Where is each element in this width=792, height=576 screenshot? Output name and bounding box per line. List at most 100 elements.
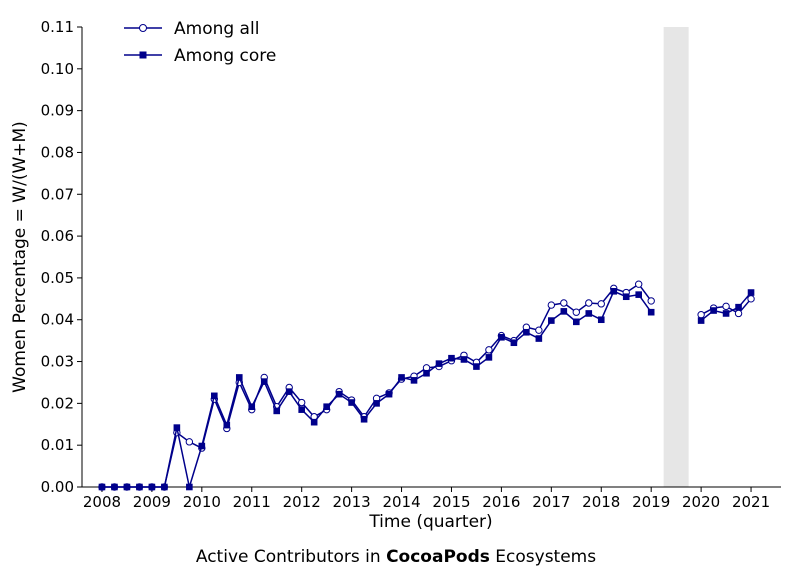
data-point: [647, 308, 655, 316]
data-point: [248, 403, 256, 411]
y-ticks: 0.00 0.01 0.02 0.03 0.04 0.05 0.06 0.07 0.08 0.09…: [41, 18, 82, 496]
data-point: [211, 392, 218, 400]
figure-caption: Active Contributors in CocoaPods Ecosyst…: [0, 547, 792, 567]
x-tick-label: 2008: [83, 493, 121, 511]
data-point: [523, 328, 530, 336]
data-point: [560, 299, 568, 307]
data-point: [373, 400, 380, 407]
data-point: [398, 374, 405, 381]
data-point: [747, 289, 755, 296]
caption-suffix: Ecosystems: [495, 547, 597, 567]
data-point: [297, 398, 306, 407]
data-point: [747, 295, 755, 303]
data-point: [360, 415, 368, 423]
data-point: [710, 307, 717, 314]
data-point: [597, 316, 605, 324]
data-point: [198, 442, 206, 450]
data-point: [510, 339, 518, 347]
data-point: [161, 483, 168, 491]
y-tick-label: 0.10: [41, 60, 74, 78]
data-point: [273, 407, 281, 415]
data-point: [735, 303, 742, 311]
shaded-gap-region: [663, 27, 689, 487]
x-tick-label: 2011: [233, 493, 271, 511]
data-point: [635, 291, 643, 298]
data-point: [148, 483, 156, 491]
y-tick-label: 0.05: [41, 269, 74, 287]
data-point: [136, 483, 143, 491]
data-point: [348, 399, 355, 406]
x-tick-label: 2018: [582, 493, 620, 511]
data-point: [223, 421, 231, 429]
data-point: [622, 293, 630, 301]
series-among-core: [98, 287, 755, 491]
series: [98, 280, 755, 491]
x-tick-label: 2013: [333, 493, 371, 511]
legend-label-among-all: Among all: [174, 19, 259, 39]
x-tick-label: 2016: [482, 493, 520, 511]
data-point: [734, 309, 743, 318]
data-point: [635, 280, 643, 288]
data-point: [597, 300, 605, 308]
data-point: [572, 318, 580, 326]
x-tick-label: 2017: [532, 493, 570, 511]
data-point: [585, 299, 593, 307]
data-point: [298, 406, 305, 413]
legend-marker-among-core: [139, 51, 147, 59]
data-point: [235, 374, 243, 381]
data-point: [423, 369, 430, 377]
axes: [81, 27, 781, 488]
data-point: [535, 335, 543, 342]
y-axis-label: Women Percentage = W/(W+M): [10, 121, 30, 393]
data-point: [448, 354, 455, 362]
x-axis-label: Time (quarter): [368, 512, 492, 532]
data-point: [335, 390, 343, 398]
data-point: [260, 378, 268, 385]
data-point: [485, 354, 493, 361]
y-tick-label: 0.11: [41, 18, 74, 36]
data-point: [697, 317, 705, 324]
data-point: [548, 317, 555, 324]
caption-prefix: Active Contributors in: [195, 547, 381, 567]
x-tick-label: 2021: [732, 493, 770, 511]
x-tick-label: 2010: [183, 493, 221, 511]
y-tick-label: 0.02: [41, 394, 74, 412]
y-tick-label: 0.03: [41, 353, 74, 371]
data-point: [310, 418, 318, 426]
data-point: [547, 301, 556, 309]
data-point: [323, 403, 330, 411]
data-point: [185, 438, 194, 446]
y-tick-label: 0.04: [41, 311, 74, 329]
data-point: [111, 483, 118, 491]
shaded-region: [663, 27, 689, 487]
series-line: [101, 290, 652, 488]
data-point: [697, 311, 705, 319]
data-point: [460, 356, 468, 363]
x-tick-label: 2014: [382, 493, 420, 511]
data-point: [498, 333, 505, 341]
data-point: [186, 483, 193, 491]
y-tick-label: 0.06: [41, 227, 74, 245]
caption-ecosystem-name: CocoaPods: [386, 547, 490, 567]
data-point: [385, 390, 393, 398]
data-point: [285, 388, 293, 395]
x-tick-label: 2012: [283, 493, 321, 511]
data-point: [535, 326, 543, 334]
y-tick-label: 0.08: [41, 143, 74, 161]
x-tick-label: 2015: [432, 493, 470, 511]
data-point: [585, 310, 593, 317]
y-tick-label: 0.09: [41, 102, 74, 120]
series-among-all: [98, 280, 755, 491]
data-point: [722, 310, 730, 317]
data-point: [98, 483, 106, 491]
data-point: [647, 297, 655, 305]
x-ticks: 2008 2009 2010 2011 2012 2013 2014 2015 2016 2017…: [83, 487, 770, 511]
data-point: [410, 377, 418, 384]
data-point: [473, 363, 480, 370]
data-point: [722, 302, 730, 311]
legend: Among all Among core: [124, 19, 276, 66]
y-tick-label: 0.01: [41, 436, 74, 454]
legend-marker-among-all: [139, 24, 147, 32]
x-tick-label: 2020: [682, 493, 720, 511]
